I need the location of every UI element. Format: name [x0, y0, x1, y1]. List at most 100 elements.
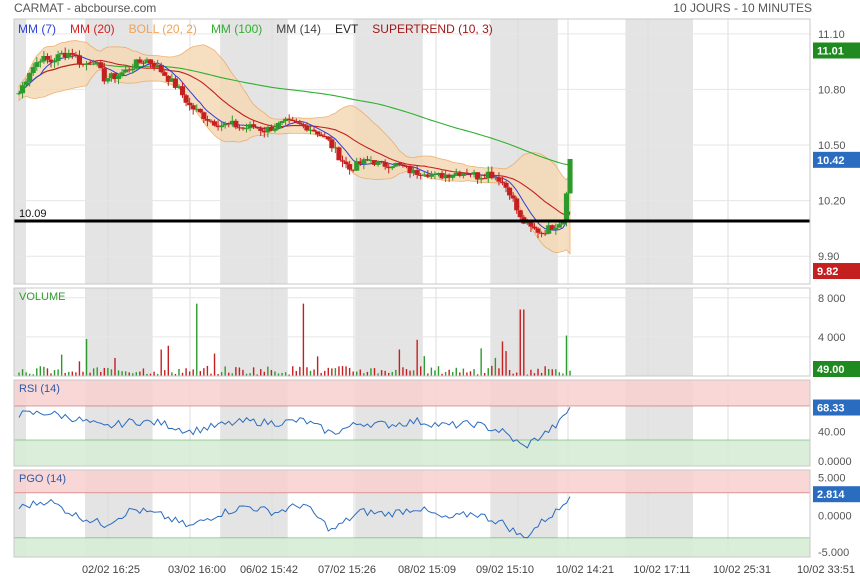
volume-bar	[562, 373, 564, 376]
volume-bar	[484, 372, 486, 376]
volume-bar	[420, 366, 422, 376]
candle-body	[27, 73, 33, 82]
volume-bar	[274, 371, 276, 376]
pgo-title: PGO (14)	[19, 473, 66, 485]
volume-bar	[174, 373, 177, 376]
volume-bar	[480, 348, 482, 376]
candle-body	[357, 161, 363, 164]
candle-body	[144, 59, 150, 64]
candle-body	[66, 52, 72, 58]
candle-body	[87, 63, 93, 65]
rsi-badge-text: 68.33	[817, 403, 845, 415]
pane-frame	[13, 379, 811, 467]
candle-body	[208, 120, 214, 122]
volume-bar	[359, 369, 361, 376]
candle-body	[297, 122, 303, 125]
candle-body	[219, 125, 225, 128]
candle-body	[123, 69, 129, 73]
pgo-badge	[813, 486, 860, 503]
candle-body	[414, 170, 420, 175]
candle-body	[556, 224, 562, 228]
volume-bar	[555, 369, 557, 376]
volume-bar	[160, 349, 162, 376]
volume-bar	[320, 372, 322, 376]
volume-bar	[178, 368, 180, 376]
volume-bar	[338, 366, 340, 376]
volume-bar	[78, 361, 81, 376]
volume-bar	[295, 370, 297, 376]
rsi-title: RSI (14)	[19, 383, 60, 395]
candle-body	[435, 173, 442, 175]
candle-body	[304, 125, 310, 131]
volume-bar	[100, 371, 102, 376]
candle-body	[55, 54, 61, 61]
candle-body	[162, 72, 168, 76]
candle-body	[201, 112, 207, 120]
volume-bar	[89, 372, 91, 376]
volume-bar	[501, 341, 504, 376]
mm100-line	[18, 63, 571, 166]
volume-bar	[135, 372, 138, 376]
volume-bar	[242, 369, 244, 376]
volume-bar	[395, 369, 397, 376]
candle-body	[400, 164, 406, 166]
candle-body	[361, 159, 367, 164]
candle-body	[318, 134, 324, 137]
candle-body	[368, 160, 374, 162]
candle-body	[140, 62, 146, 64]
volume-bar	[238, 367, 241, 376]
volume-bar	[132, 373, 134, 376]
volume-bar	[356, 371, 358, 376]
volume-bar	[181, 372, 184, 376]
candle-body	[407, 166, 413, 174]
candle-body	[229, 120, 235, 124]
candle-body	[137, 59, 143, 63]
price-tick-label: 10.50	[818, 140, 846, 152]
candle-body	[482, 178, 488, 180]
volume-bar	[139, 371, 141, 376]
x-tick-label: 02/02 16:25	[82, 564, 140, 576]
volume-bar	[352, 371, 354, 376]
volume-bar	[164, 370, 166, 376]
volume-bar	[405, 369, 408, 376]
volume-bar	[366, 371, 369, 376]
volume-bar	[441, 373, 443, 376]
volume-bar	[149, 373, 152, 376]
candle-body	[251, 124, 257, 127]
candle-body	[275, 123, 282, 129]
volume-bar	[85, 339, 88, 376]
x-tick-label: 07/02 15:26	[318, 564, 376, 576]
chart-title: CARMAT - abcbourse.com	[14, 1, 157, 15]
volume-bar	[448, 369, 450, 376]
candle-body	[62, 52, 68, 58]
candle-body	[105, 78, 111, 82]
candle-body	[475, 172, 481, 180]
price-badge	[813, 263, 860, 280]
candle-body	[386, 166, 392, 169]
candle-body	[567, 159, 573, 194]
volume-bar	[348, 367, 351, 376]
volume-bar	[199, 371, 202, 376]
candle-body	[428, 174, 434, 177]
candle-body	[158, 64, 164, 73]
candle-body	[147, 59, 154, 64]
volume-bar	[316, 356, 319, 376]
volume-bar	[569, 370, 571, 376]
volume-bar	[206, 365, 209, 376]
volume-bar	[110, 369, 113, 376]
volume-bar	[96, 367, 98, 376]
legend-item: BOLL (20, 2)	[129, 22, 197, 36]
candle-body	[272, 128, 278, 131]
volume-bar	[388, 372, 390, 376]
candle-body	[531, 226, 538, 229]
candle-body	[176, 86, 182, 88]
volume-bar	[327, 367, 329, 376]
volume-bar	[53, 370, 56, 376]
volume-bar	[249, 373, 251, 376]
pgo-tick-label: -5.000	[818, 547, 849, 559]
volume-bar	[252, 367, 255, 376]
volume-bar	[156, 373, 159, 376]
volume-bar	[292, 366, 294, 376]
volume-bar	[196, 303, 198, 376]
